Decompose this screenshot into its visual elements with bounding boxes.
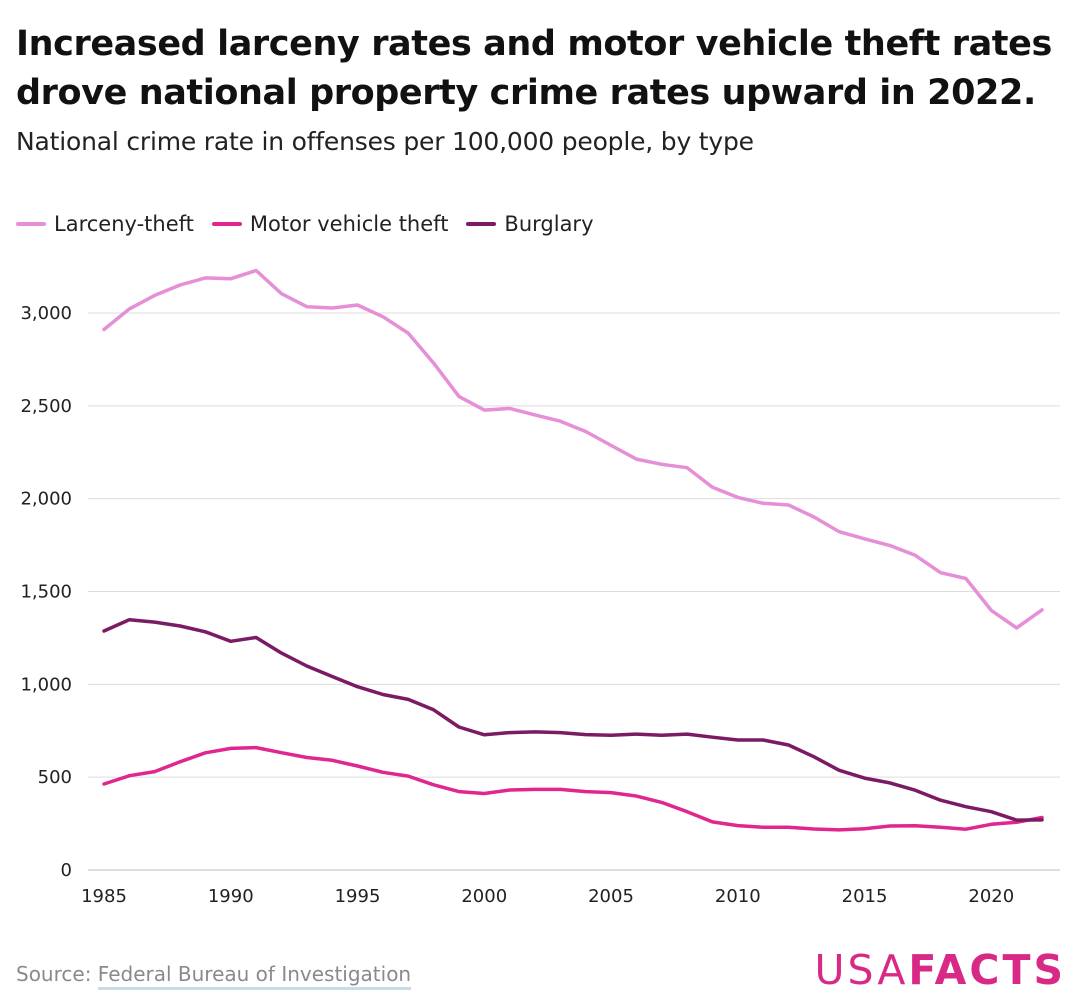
x-tick-label: 1995 bbox=[335, 886, 381, 907]
usafacts-logo[interactable]: USAFACTS bbox=[815, 944, 1066, 996]
x-tick-label: 2010 bbox=[715, 886, 761, 907]
y-tick-label: 2,500 bbox=[20, 396, 72, 417]
legend-swatch-motor-vehicle bbox=[211, 222, 242, 226]
x-tick-label: 1985 bbox=[81, 886, 127, 907]
gridlines bbox=[88, 312, 1060, 871]
x-tick-label: 2020 bbox=[968, 886, 1014, 907]
source-credit: Source: Federal Bureau of Investigation bbox=[16, 962, 412, 990]
legend: Larceny-theft Motor vehicle theft Burgla… bbox=[16, 212, 612, 236]
y-tick-label: 0 bbox=[61, 860, 72, 881]
legend-label-burglary: Burglary bbox=[504, 212, 594, 236]
x-axis-labels: 1985 1990 1995 2000 2005 2010 2015 2020 bbox=[81, 886, 1014, 907]
source-prefix: Source: bbox=[16, 962, 98, 986]
legend-label-motor-vehicle: Motor vehicle theft bbox=[249, 212, 449, 236]
y-tick-label: 1,000 bbox=[20, 674, 72, 695]
chart-title: Increased larceny rates and motor vehicl… bbox=[16, 24, 1052, 113]
series-line-burglary[interactable] bbox=[102, 617, 1044, 822]
series-line-motor-vehicle-theft[interactable] bbox=[102, 745, 1044, 832]
x-tick-label: 2015 bbox=[842, 886, 888, 907]
y-tick-label: 1,500 bbox=[20, 582, 72, 603]
x-tick-label: 2000 bbox=[461, 886, 507, 907]
y-axis-labels: 0 500 1,000 1,500 2,000 2,500 3,000 bbox=[20, 303, 72, 881]
series-line-larceny-theft[interactable] bbox=[102, 268, 1044, 630]
chart-subtitle: National crime rate in offenses per 100,… bbox=[16, 127, 754, 156]
legend-item-larceny[interactable]: Larceny-theft bbox=[16, 212, 194, 236]
legend-label-larceny: Larceny-theft bbox=[54, 212, 194, 236]
x-tick-label: 2005 bbox=[588, 886, 634, 907]
legend-swatch-burglary bbox=[466, 222, 497, 226]
y-tick-label: 500 bbox=[38, 767, 72, 788]
series-lines bbox=[102, 268, 1044, 832]
y-tick-label: 3,000 bbox=[20, 303, 72, 324]
logo-usa: USA bbox=[814, 946, 909, 994]
legend-item-motor-vehicle[interactable]: Motor vehicle theft bbox=[211, 212, 449, 236]
logo-facts: FACTS bbox=[908, 946, 1066, 994]
source-link[interactable]: Federal Bureau of Investigation bbox=[97, 962, 412, 990]
legend-item-burglary[interactable]: Burglary bbox=[466, 212, 594, 236]
y-tick-label: 2,000 bbox=[20, 489, 72, 510]
x-tick-label: 1990 bbox=[208, 886, 254, 907]
legend-swatch-larceny bbox=[16, 222, 46, 226]
